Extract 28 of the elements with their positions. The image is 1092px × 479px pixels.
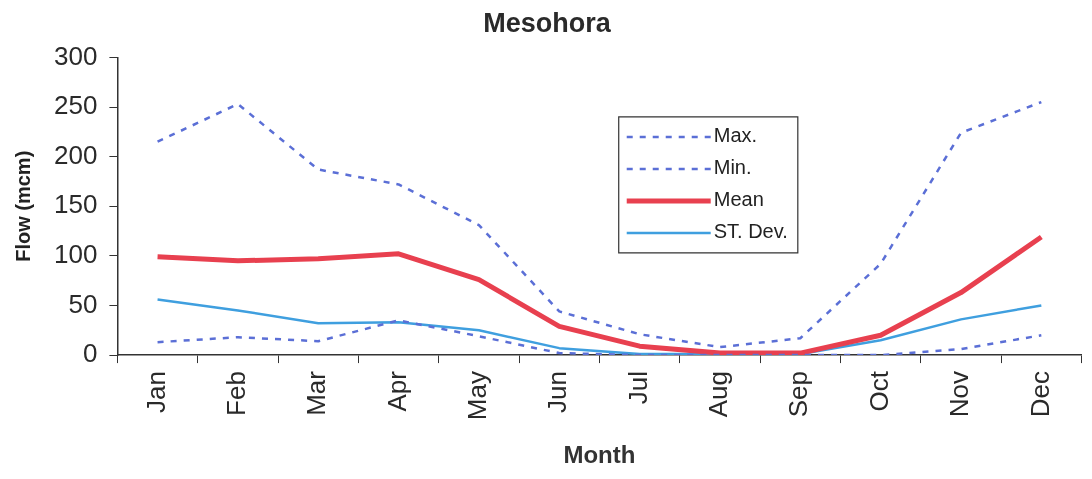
y-tick-label: 50 <box>68 288 98 319</box>
legend-label: ST. Dev. <box>713 220 788 243</box>
x-tick-label: Jul <box>622 371 653 405</box>
y-tick-label: 250 <box>53 90 98 121</box>
legend-label: Min. <box>713 156 752 179</box>
y-tick-label: 300 <box>53 40 98 71</box>
x-tick-label: Sep <box>783 371 814 418</box>
x-tick-label: Aug <box>703 371 734 418</box>
x-tick-label: Dec <box>1024 371 1055 418</box>
x-tick-label: Apr <box>381 370 412 412</box>
line-series <box>156 319 1043 356</box>
y-axis-title: Flow (mcm) <box>11 150 34 262</box>
x-tick-label: Jun <box>542 371 573 413</box>
chart-title: Mesohora <box>483 7 612 38</box>
line-series <box>156 100 1043 349</box>
x-tick-label: Oct <box>863 370 894 412</box>
x-axis-title: Month <box>563 441 636 469</box>
y-tick-label: 0 <box>82 338 98 369</box>
legend-label: Max. <box>713 124 758 147</box>
x-tick-label: Jan <box>140 371 171 413</box>
x-tick-label: Nov <box>944 371 975 418</box>
legend-label: Mean <box>713 188 764 211</box>
y-tick-label: 200 <box>53 139 98 170</box>
x-tick-label: Mar <box>301 370 332 416</box>
y-tick-label: 150 <box>53 189 98 220</box>
x-tick-label: Feb <box>221 371 252 416</box>
y-tick-label: 100 <box>53 239 98 270</box>
x-tick-label: May <box>462 371 493 421</box>
